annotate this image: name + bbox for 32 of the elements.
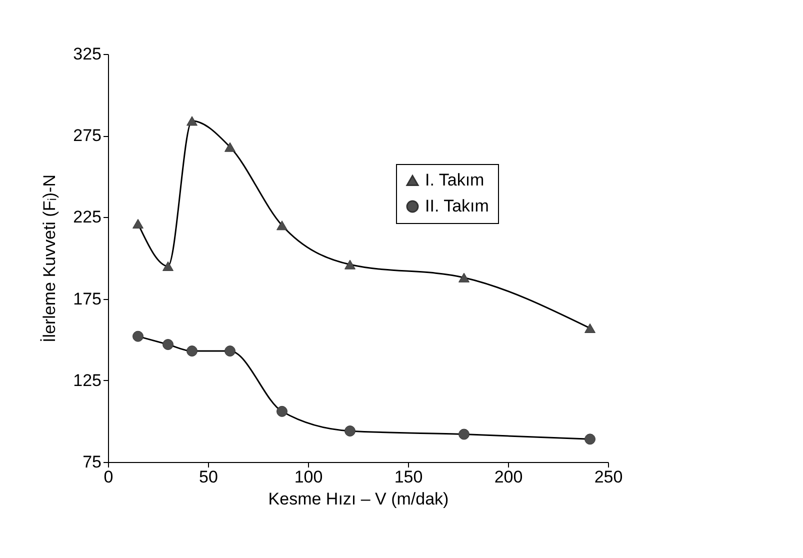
x-axis-title: Kesme Hızı – V (m/dak)	[268, 490, 449, 508]
point	[162, 339, 174, 350]
point	[162, 261, 174, 271]
y-tick-label: 75	[82, 452, 102, 472]
y-tick-label: 275	[73, 126, 102, 146]
point	[186, 346, 198, 357]
y-tick-label: 175	[73, 289, 102, 308]
point	[186, 116, 198, 126]
point	[584, 434, 596, 445]
x-tick-label: 0	[104, 468, 114, 486]
x-tick-label: 100	[294, 468, 323, 486]
point	[584, 323, 596, 333]
y-tick-label: 325	[73, 44, 102, 64]
x-tick-label: 50	[199, 468, 218, 486]
point	[132, 330, 144, 342]
point	[276, 220, 288, 230]
point	[224, 142, 236, 152]
x-tick-label: 150	[394, 468, 423, 486]
legend-label: I. Takım	[425, 170, 484, 190]
y-tick-label: 125	[73, 370, 102, 390]
y-tick-label: 225	[73, 208, 102, 227]
point	[224, 346, 236, 357]
point	[344, 426, 356, 436]
y-axis-title: İlerleme Kuvveti (Fᵢ)-N	[40, 174, 60, 342]
point	[458, 428, 470, 440]
point	[344, 260, 356, 270]
x-tick-label: 200	[494, 468, 523, 486]
x-tick-label: 250	[594, 468, 623, 486]
point	[276, 406, 288, 417]
legend-label: II. Takım	[425, 196, 489, 216]
point	[458, 272, 470, 282]
point	[132, 218, 144, 229]
